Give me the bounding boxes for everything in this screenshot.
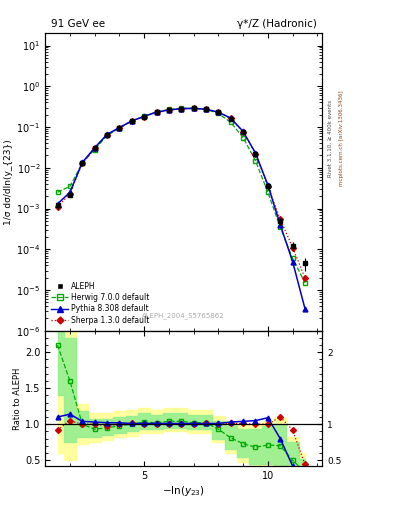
Text: ALEPH_2004_S5765862: ALEPH_2004_S5765862 xyxy=(142,312,225,319)
Y-axis label: 1/σ dσ/dln(y_{23}): 1/σ dσ/dln(y_{23}) xyxy=(4,139,13,225)
Text: γ*/Z (Hadronic): γ*/Z (Hadronic) xyxy=(237,19,317,29)
Text: Rivet 3.1.10, ≥ 400k events: Rivet 3.1.10, ≥ 400k events xyxy=(328,100,333,177)
X-axis label: $-\ln(y_{23})$: $-\ln(y_{23})$ xyxy=(162,483,205,498)
Text: mcplots.cern.ch [arXiv:1306.3436]: mcplots.cern.ch [arXiv:1306.3436] xyxy=(339,91,344,186)
Y-axis label: Ratio to ALEPH: Ratio to ALEPH xyxy=(13,367,22,430)
Legend: ALEPH, Herwig 7.0.0 default, Pythia 8.308 default, Sherpa 1.3.0 default: ALEPH, Herwig 7.0.0 default, Pythia 8.30… xyxy=(49,280,152,327)
Text: 91 GeV ee: 91 GeV ee xyxy=(51,19,105,29)
